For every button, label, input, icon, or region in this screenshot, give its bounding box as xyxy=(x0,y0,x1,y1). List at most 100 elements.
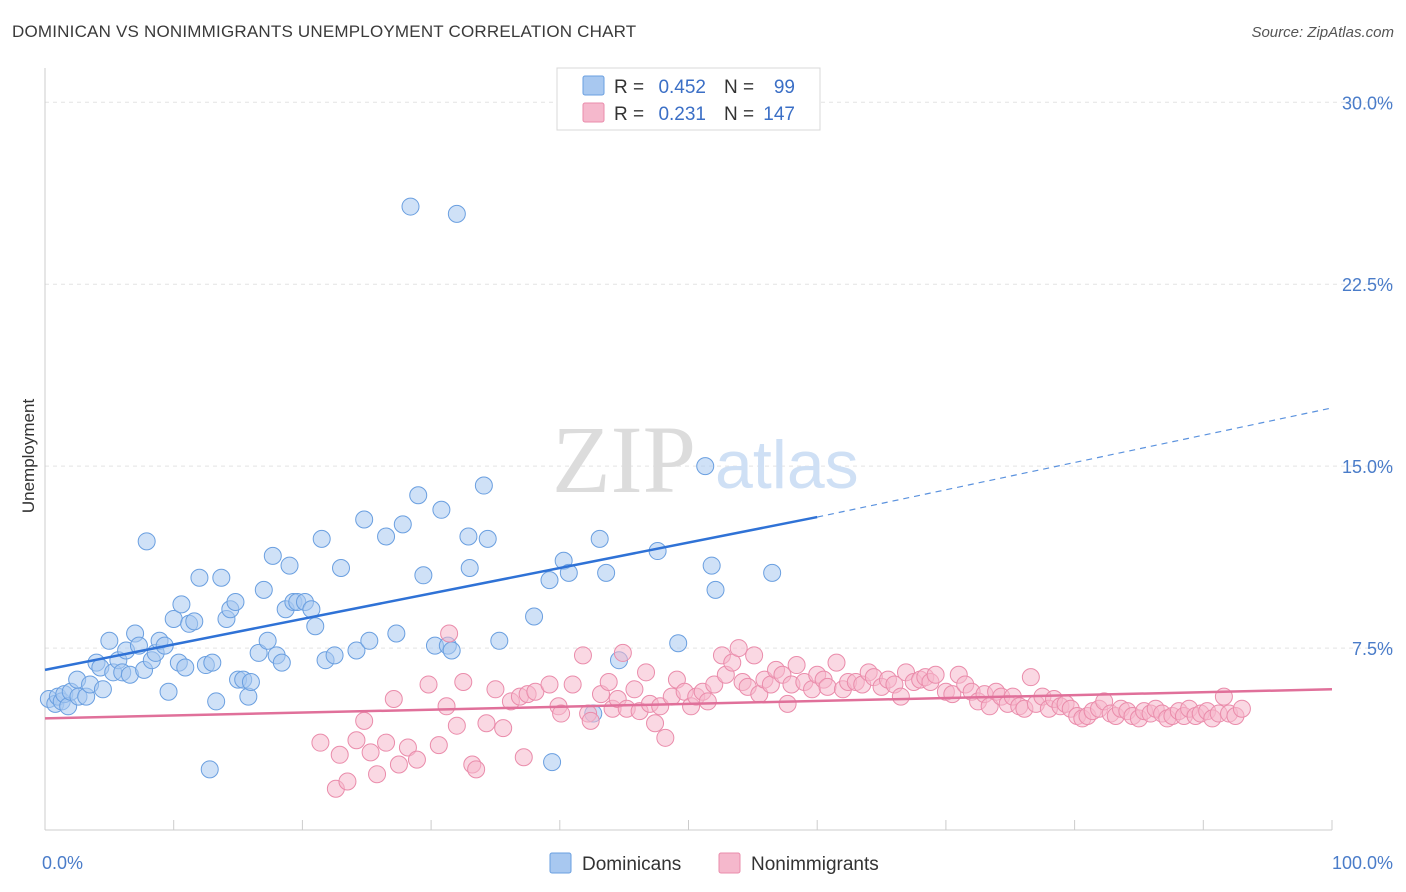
nonimmigrants-point xyxy=(486,680,505,699)
dominicans-point xyxy=(312,529,331,548)
nonimmigrants-point xyxy=(698,692,717,711)
dominicans-point xyxy=(360,631,379,650)
legend-r-label: R = xyxy=(614,77,644,98)
legend-series-nonimmigrants: Nonimmigrants xyxy=(751,854,879,875)
dominicans-point xyxy=(460,559,479,578)
dominicans-point xyxy=(207,692,226,711)
dominicans-point xyxy=(172,595,191,614)
legend-r-label: R = xyxy=(614,104,644,125)
x-ticks xyxy=(44,820,1333,830)
dominicans-point xyxy=(763,563,782,582)
y-tick-label: 30.0% xyxy=(1342,93,1393,113)
dominicans-point xyxy=(190,568,209,587)
legend-swatch-nonimmigrants xyxy=(582,102,605,123)
dominicans-point xyxy=(137,532,156,551)
dominicans-point xyxy=(414,566,433,585)
dominicans-point xyxy=(203,653,222,672)
nonimmigrants-point xyxy=(705,675,724,694)
dominicans-point xyxy=(669,634,688,653)
chart-title: DOMINICAN VS NONIMMIGRANTS UNEMPLOYMENT … xyxy=(12,22,637,41)
dominicans-point xyxy=(702,556,721,575)
nonimmigrants-point xyxy=(440,624,459,643)
nonimmigrants-point xyxy=(787,656,806,675)
nonimmigrants-point xyxy=(581,711,600,730)
dominicans-trend-extension xyxy=(817,407,1333,518)
nonimmigrants-point xyxy=(891,687,910,706)
watermark: ZIP atlas xyxy=(552,406,859,513)
dominicans-point xyxy=(159,682,178,701)
dominicans-point xyxy=(597,563,616,582)
legend-n-value: 99 xyxy=(774,77,795,98)
dominicans-point xyxy=(442,641,461,660)
dominicans-point xyxy=(100,631,119,650)
nonimmigrants-point xyxy=(494,719,513,738)
watermark-zip: ZIP xyxy=(552,406,696,513)
nonimmigrants-point xyxy=(377,733,396,752)
dominicans-point xyxy=(272,653,291,672)
y-axis-label: Unemployment xyxy=(19,399,38,514)
nonimmigrants-point xyxy=(552,704,571,723)
y-tick-label: 15.0% xyxy=(1342,457,1393,477)
dominicans-point xyxy=(280,556,299,575)
nonimmigrants-point xyxy=(1021,668,1040,687)
nonimmigrants-point xyxy=(437,697,456,716)
dominicans-point xyxy=(212,568,231,587)
nonimmigrants-point xyxy=(778,694,797,713)
y-tick-label: 22.5% xyxy=(1342,275,1393,295)
dominicans-point xyxy=(459,527,478,546)
dominicans-point xyxy=(200,760,219,779)
nonimmigrants-point xyxy=(651,697,670,716)
nonimmigrants-point xyxy=(311,733,330,752)
nonimmigrants-point xyxy=(637,663,656,682)
y-tick-label: 7.5% xyxy=(1352,639,1393,659)
dominicans-point xyxy=(258,631,277,650)
nonimmigrants-point xyxy=(1232,699,1251,718)
nonimmigrants-point xyxy=(467,760,486,779)
nonimmigrants-point xyxy=(613,643,632,662)
dominicans-trend-line xyxy=(44,515,818,672)
dominicans-point xyxy=(325,646,344,665)
nonimmigrants-point xyxy=(729,639,748,658)
dominicans-point xyxy=(559,563,578,582)
source-label: Source: ZipAtlas.com xyxy=(1251,24,1394,41)
dominicans-point xyxy=(432,500,451,519)
dominicans-point xyxy=(393,515,412,534)
dominicans-point xyxy=(387,624,406,643)
nonimmigrants-point xyxy=(338,772,357,791)
legend-series: Dominicans Nonimmigrants xyxy=(549,852,879,875)
legend-stats: R = 0.452 N = 99 R = 0.231 N = 147 xyxy=(556,67,821,131)
nonimmigrants-point xyxy=(625,680,644,699)
trend-lines xyxy=(44,407,1333,720)
dominicans-point xyxy=(226,592,245,611)
dominicans-point xyxy=(332,559,351,578)
nonimmigrants-point xyxy=(646,714,665,733)
dominicans-point xyxy=(241,673,260,692)
nonimmigrants-point xyxy=(563,675,582,694)
legend-swatch-dominicans xyxy=(582,75,605,96)
nonimmigrants-point xyxy=(599,673,618,692)
nonimmigrants-point xyxy=(573,646,592,665)
nonimmigrants-point xyxy=(827,653,846,672)
dominicans-point xyxy=(474,476,493,495)
legend-n-value: 147 xyxy=(763,104,795,125)
legend-r-value: 0.231 xyxy=(658,104,706,125)
dominicans-point xyxy=(355,510,374,529)
nonimmigrants-point xyxy=(514,748,533,767)
nonimmigrants-point xyxy=(656,728,675,747)
nonimmigrants-point xyxy=(540,675,559,694)
nonimmigrants-point xyxy=(384,690,403,709)
dominicans-point xyxy=(347,641,366,660)
legend-series-dominicans: Dominicans xyxy=(582,854,681,875)
nonimmigrants-point xyxy=(745,646,764,665)
nonimmigrants-point xyxy=(347,731,366,750)
dominicans-point xyxy=(706,580,725,599)
dominicans-point xyxy=(249,643,268,662)
nonimmigrants-point xyxy=(926,665,945,684)
x-tick-label-min: 0.0% xyxy=(42,853,83,873)
nonimmigrants-point xyxy=(361,743,380,762)
nonimmigrants-point xyxy=(407,750,426,769)
nonimmigrants-trend-line xyxy=(44,688,1333,720)
legend-n-label: N = xyxy=(724,77,754,98)
dominicans-point xyxy=(540,571,559,590)
